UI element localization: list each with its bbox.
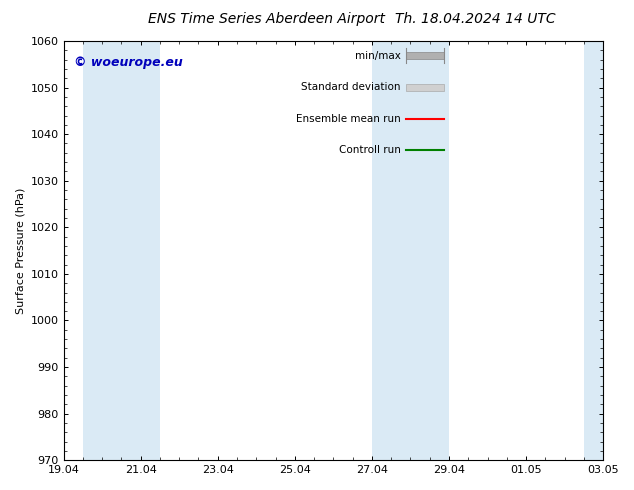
Bar	[406, 84, 444, 91]
Text: Standard deviation: Standard deviation	[301, 82, 401, 92]
Bar	[83, 41, 160, 460]
Text: Th. 18.04.2024 14 UTC: Th. 18.04.2024 14 UTC	[395, 12, 556, 26]
Bar	[406, 52, 444, 59]
Text: Ensemble mean run: Ensemble mean run	[296, 114, 401, 123]
Text: © woeurope.eu: © woeurope.eu	[74, 56, 183, 69]
Text: ENS Time Series Aberdeen Airport: ENS Time Series Aberdeen Airport	[148, 12, 385, 26]
Bar	[372, 41, 449, 460]
Bar	[584, 41, 603, 460]
Text: Controll run: Controll run	[339, 145, 401, 155]
Text: min/max: min/max	[355, 51, 401, 61]
Y-axis label: Surface Pressure (hPa): Surface Pressure (hPa)	[15, 187, 25, 314]
